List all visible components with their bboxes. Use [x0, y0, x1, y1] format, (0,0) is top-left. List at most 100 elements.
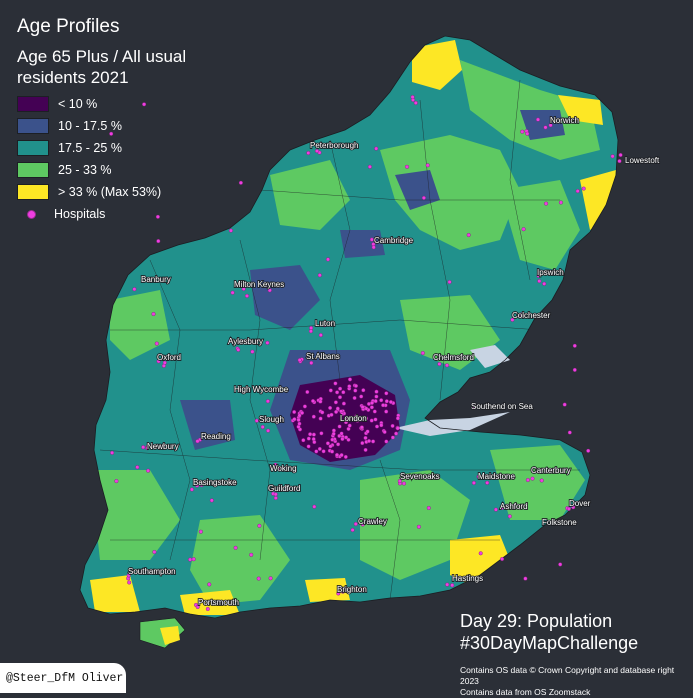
hospital-marker — [369, 237, 374, 242]
hospital-marker — [360, 441, 365, 446]
legend-item-hospitals: Hospitals — [17, 203, 161, 225]
hospital-marker — [447, 280, 452, 285]
hospital-marker — [373, 399, 378, 404]
credit-line-1: Contains OS data © Crown Copyright and d… — [460, 665, 675, 686]
hospital-marker — [331, 431, 336, 436]
hospital-marker — [317, 273, 322, 278]
legend-swatch — [17, 140, 49, 156]
hospital-marker — [151, 312, 156, 317]
hospital-marker — [331, 428, 336, 433]
place-label: Milton Keynes — [234, 280, 284, 289]
hospital-marker — [444, 355, 449, 360]
hospital-marker — [384, 399, 389, 404]
hospital-marker — [296, 417, 301, 422]
place-label: Aylesbury — [228, 337, 263, 346]
hospital-marker — [195, 605, 200, 610]
legend-label: 10 - 17.5 % — [58, 119, 122, 133]
hospital-marker — [360, 522, 365, 527]
hospital-marker — [340, 589, 345, 594]
hospital-marker — [375, 424, 380, 429]
legend-swatch — [17, 118, 49, 134]
hospital-marker — [301, 438, 306, 443]
hospital-marker — [312, 504, 317, 509]
hospital-marker — [379, 423, 384, 428]
hospital-marker — [156, 239, 161, 244]
hospital-dot-icon — [27, 209, 36, 219]
hospital-marker — [326, 257, 331, 262]
hospital-marker — [373, 417, 378, 422]
hospital-marker — [325, 441, 330, 446]
hospital-marker — [152, 550, 157, 555]
legend-label: 25 - 33 % — [58, 163, 112, 177]
place-label: Woking — [270, 464, 297, 473]
hospital-marker — [359, 425, 364, 430]
hospital-marker — [265, 340, 270, 345]
hospital-marker — [142, 102, 147, 107]
hospital-marker — [189, 487, 194, 492]
hospital-marker — [521, 227, 526, 232]
hospital-marker — [353, 388, 358, 393]
hospital-marker — [141, 445, 146, 450]
hospital-marker — [333, 400, 338, 405]
hospital-marker — [425, 163, 430, 168]
hospital-marker — [162, 360, 167, 365]
hospital-marker — [348, 377, 353, 382]
hospital-marker — [558, 562, 563, 567]
hospital-marker — [364, 416, 369, 421]
hospital-marker — [517, 313, 522, 318]
hospital-marker — [335, 406, 340, 411]
hospital-marker — [329, 412, 334, 417]
data-credit: Contains OS data © Crown Copyright and d… — [460, 665, 693, 698]
hospital-marker — [126, 573, 131, 578]
hospital-marker — [278, 467, 283, 472]
hospital-marker — [254, 418, 259, 423]
hospital-marker — [333, 381, 338, 386]
place-label: Southampton — [128, 567, 176, 576]
place-label: Luton — [315, 319, 335, 328]
place-label: Sevenoaks — [400, 472, 440, 481]
hospital-marker — [308, 432, 313, 437]
hospital-marker — [188, 557, 193, 562]
hospital-marker — [536, 273, 541, 278]
hospital-marker — [363, 447, 368, 452]
hospital-marker — [328, 388, 333, 393]
hospital-marker — [145, 446, 150, 451]
place-label: Portsmouth — [198, 598, 239, 607]
hospital-marker — [292, 410, 297, 415]
legend-item: > 33 % (Max 53%) — [17, 181, 161, 203]
hospital-marker — [395, 426, 400, 431]
hospital-marker — [256, 576, 261, 581]
hospital-marker — [566, 506, 571, 511]
legend-item: 17.5 - 25 % — [17, 137, 161, 159]
hospital-marker — [572, 367, 577, 372]
hospital-marker — [581, 186, 586, 191]
hospital-marker — [523, 576, 528, 581]
hospital-marker — [244, 293, 249, 298]
hospital-marker — [268, 576, 273, 581]
hospital-marker — [548, 123, 553, 128]
hospital-marker — [390, 435, 395, 440]
hospital-marker — [421, 195, 426, 200]
hospital-marker — [156, 359, 161, 364]
hospital-marker — [457, 578, 462, 583]
hospital-marker — [135, 465, 140, 470]
hospital-marker — [536, 117, 541, 122]
hospital-marker — [257, 523, 262, 528]
place-label: St Albans — [306, 352, 340, 361]
hospital-marker — [321, 449, 326, 454]
hospital-marker — [397, 479, 402, 484]
place-label: Maidstone — [478, 472, 515, 481]
hospital-marker — [155, 214, 160, 219]
hospital-marker — [410, 95, 415, 100]
hospital-marker — [346, 426, 351, 431]
hospital-marker — [379, 398, 384, 403]
hospital-marker — [337, 424, 342, 429]
hospital-marker — [306, 444, 311, 449]
hospital-marker — [355, 418, 360, 423]
hospital-marker — [360, 405, 365, 410]
place-label: Dover — [569, 499, 591, 508]
hospital-marker — [318, 333, 323, 338]
place-label: Reading — [201, 432, 231, 441]
legend-label: > 33 % (Max 53%) — [58, 185, 162, 199]
